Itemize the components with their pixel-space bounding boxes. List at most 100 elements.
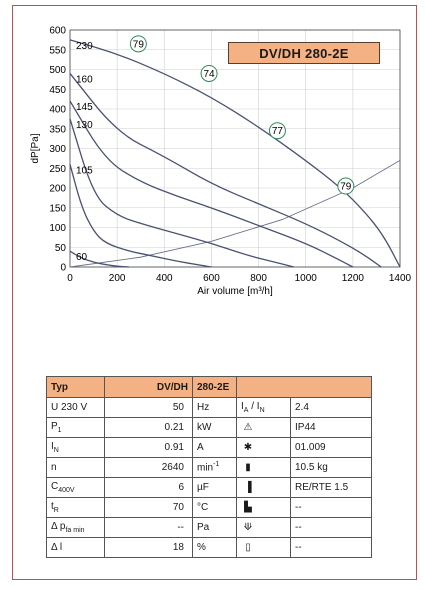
series-line [69, 250, 129, 268]
param-unit: Pa [192, 517, 237, 538]
spec-value: -- [290, 517, 372, 538]
table-row: U 230 V 50 Hz IA / IN 2.4 [46, 397, 372, 418]
y-tick-label: 50 [55, 243, 67, 254]
param-unit: µF [192, 477, 237, 498]
spec-value: IP44 [290, 417, 372, 438]
series-line [69, 164, 212, 268]
y-axis-label: dP[Pa] [30, 133, 41, 163]
efficiency-marker [200, 64, 218, 82]
table-row: C400V 6 µF ▐ RE/RTE 1.5 [46, 477, 372, 498]
table-row: tR 70 °C ▙ -- [46, 497, 372, 518]
series-line [69, 39, 401, 268]
param-value: 50 [104, 397, 193, 418]
x-tick-label: 1400 [389, 273, 412, 284]
spec-value: RE/RTE 1.5 [290, 477, 372, 498]
spec-value: -- [290, 497, 372, 518]
efficiency-marker [337, 177, 355, 195]
param-label: P1 [46, 417, 105, 438]
x-tick-label: 800 [250, 273, 267, 284]
table-row: n 2640 min-1 ▮ 10.5 kg [46, 457, 372, 478]
param-value: 2640 [104, 457, 193, 478]
spec-value: 2.4 [290, 397, 372, 418]
efficiency-label: 74 [204, 69, 216, 80]
y-tick-label: 250 [49, 164, 66, 175]
param-label: U 230 V [46, 397, 105, 418]
header-model2: 280-2E [192, 376, 237, 398]
param-value: 70 [104, 497, 193, 518]
y-tick-label: 200 [49, 184, 66, 195]
series-line [69, 73, 382, 268]
param-label: Δ l [46, 537, 105, 558]
system-curve [69, 159, 401, 268]
spec-table: Typ DV/DH 280-2E U 230 V 50 Hz IA / IN 2.4 P1… [46, 376, 372, 558]
table-row: Δ l 18% ▯ -- [46, 537, 372, 558]
controller-icon: ▐ [236, 477, 291, 498]
y-tick-label: 500 [49, 65, 66, 76]
series-label: 145 [76, 102, 93, 113]
table-header: Typ DV/DH 280-2E [46, 376, 372, 398]
series-label: 130 [76, 120, 93, 131]
param-label: n [46, 457, 105, 478]
x-tick-label: 1000 [295, 273, 318, 284]
x-tick-label: 400 [156, 273, 173, 284]
spec-value: 10.5 kg [290, 457, 372, 478]
x-axis-label: Air volume [m³/h] [197, 286, 273, 297]
pressure-switch-icon: ⟱ [236, 517, 291, 538]
header-blank [236, 376, 372, 398]
weight-icon: ▮ [236, 457, 291, 478]
header-typ: Typ [46, 376, 105, 398]
param-unit: A [192, 437, 237, 458]
star-box-icon: ✱ [236, 437, 291, 458]
x-tick-label: 200 [109, 273, 126, 284]
param-label: Δ pfa min [46, 517, 105, 538]
param-value: 0.21 [104, 417, 193, 438]
spec-value: 01.009 [290, 437, 372, 458]
efficiency-marker [129, 35, 147, 53]
fan-curve-chart: 0 50 100 150 200 250 300 350 400 450 500 550 600 0 200… [30, 26, 412, 298]
doc-icon: ▯ [236, 537, 291, 558]
y-tick-label: 150 [49, 203, 66, 214]
param-label: IN [46, 437, 105, 458]
param-value: 0.91 [104, 437, 193, 458]
header-model: DV/DH [104, 376, 193, 398]
y-tick-label: 100 [49, 223, 66, 234]
y-tick-label: 400 [49, 105, 66, 116]
param-unit: % [192, 537, 237, 558]
param-label: tR [46, 497, 105, 518]
table-row: IN 0.91 A ✱ 01.009 [46, 437, 372, 458]
y-tick-label: 450 [49, 85, 66, 96]
warning-triangle-icon: ⚠ [236, 417, 291, 438]
thermal-icon: ▙ [236, 497, 291, 518]
x-tick-label: 0 [67, 273, 73, 284]
x-tick-label: 600 [203, 273, 220, 284]
spec-value: -- [290, 537, 372, 558]
y-tick-label: 550 [49, 45, 66, 56]
series-label: 160 [76, 74, 93, 85]
y-tick-label: 350 [49, 124, 66, 135]
efficiency-label: 77 [272, 126, 284, 137]
series-label: 230 [76, 41, 93, 52]
page-frame [12, 5, 417, 580]
param-value: 6 [104, 477, 193, 498]
efficiency-label: 79 [133, 39, 145, 50]
x-tick-label: 1200 [342, 273, 365, 284]
param-unit: min-1 [192, 457, 237, 478]
param-value: 18 [104, 537, 193, 558]
series-label: 60 [76, 252, 88, 263]
param-value: -- [104, 517, 193, 538]
param-unit: Hz [192, 397, 237, 418]
table-row: P1 0.21 kW ⚠ IP44 [46, 417, 372, 438]
series-label: 105 [76, 165, 93, 176]
series-line [69, 100, 354, 268]
param-unit: kW [192, 417, 237, 438]
efficiency-label: 79 [340, 182, 352, 193]
param-unit: °C [192, 497, 237, 518]
y-tick-label: 300 [49, 144, 66, 155]
plot-border [69, 29, 401, 268]
model-label: DV/DH 280-2E [228, 42, 380, 64]
y-tick-label: 600 [49, 26, 66, 37]
param-label: C400V [46, 477, 105, 498]
current-ratio-icon: IA / IN [236, 397, 291, 418]
y-tick-label: 0 [60, 263, 66, 274]
efficiency-marker [268, 122, 286, 140]
